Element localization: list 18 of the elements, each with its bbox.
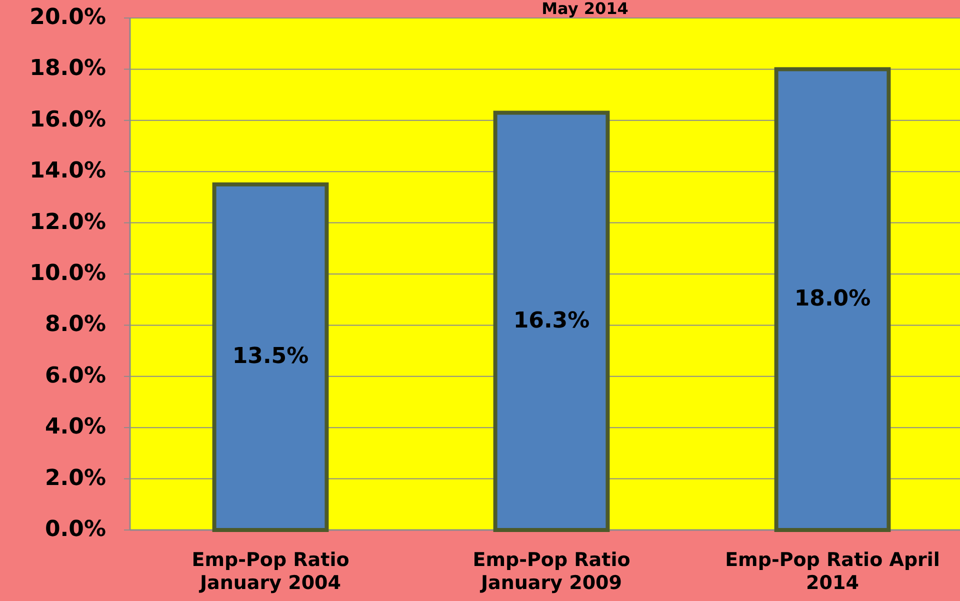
y-tick-label: 10.0% — [30, 261, 106, 286]
y-tick-label: 12.0% — [30, 210, 106, 235]
x-tick-label: Emp-Pop Ratio January 2009 — [472, 549, 630, 594]
y-tick-label: 8.0% — [44, 312, 106, 338]
y-tick-label: 16.0% — [30, 107, 106, 132]
y-tick-label: 20.0% — [30, 5, 106, 30]
y-tick-label: 2.0% — [44, 466, 106, 491]
y-tick-label: 4.0% — [44, 414, 106, 440]
y-tick-label: 0.0% — [44, 517, 106, 542]
y-tick-label: 18.0% — [30, 56, 106, 82]
y-tick-label: 14.0% — [30, 158, 106, 184]
chart-title: May 2014 — [542, 0, 628, 18]
y-tick-label: 6.0% — [44, 363, 106, 388]
data-label: 13.5% — [232, 344, 309, 370]
data-label: 16.3% — [513, 308, 590, 334]
x-tick-label: Emp-Pop Ratio April 2014 — [725, 549, 940, 594]
data-label: 18.0% — [794, 286, 871, 312]
x-tick-label: Emp-Pop Ratio January 2004 — [192, 549, 350, 594]
